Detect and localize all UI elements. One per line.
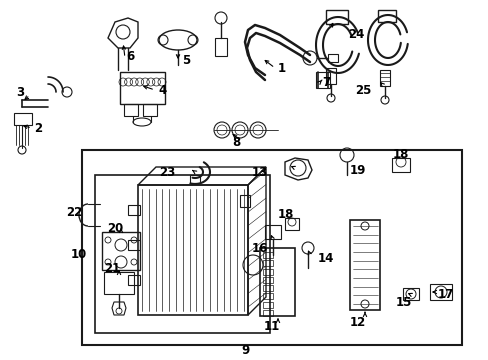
Bar <box>263 260 272 266</box>
Bar <box>315 72 329 88</box>
Text: 15: 15 <box>395 296 411 309</box>
Bar <box>104 272 134 294</box>
Text: 20: 20 <box>107 221 123 234</box>
Text: 18: 18 <box>392 148 408 162</box>
Bar <box>128 205 140 215</box>
Text: 18: 18 <box>277 207 294 220</box>
Text: 17: 17 <box>437 288 453 302</box>
Bar <box>260 248 294 316</box>
Text: 21: 21 <box>103 261 120 274</box>
Bar <box>102 232 140 270</box>
Text: 4: 4 <box>158 84 166 96</box>
Text: 16: 16 <box>251 242 267 255</box>
Bar <box>128 275 140 285</box>
Bar <box>128 240 140 250</box>
Text: 12: 12 <box>349 315 366 328</box>
Bar <box>263 252 272 258</box>
Bar <box>124 104 138 116</box>
Bar <box>349 220 379 310</box>
Text: 8: 8 <box>231 135 240 148</box>
Bar <box>190 175 200 183</box>
Bar <box>95 175 269 333</box>
Bar <box>391 158 409 172</box>
Text: 13: 13 <box>251 166 267 180</box>
Bar <box>325 68 335 84</box>
Bar <box>263 285 272 291</box>
Text: 25: 25 <box>354 84 370 96</box>
Bar <box>325 10 347 24</box>
Text: 19: 19 <box>349 163 366 176</box>
Bar <box>379 70 389 86</box>
Text: 11: 11 <box>264 320 280 333</box>
Text: 23: 23 <box>159 166 175 179</box>
Bar <box>142 104 157 116</box>
Bar <box>377 10 395 22</box>
Bar <box>263 310 272 316</box>
Bar <box>429 284 451 300</box>
Text: 2: 2 <box>34 122 42 135</box>
Bar <box>14 113 32 125</box>
Text: 24: 24 <box>347 28 364 41</box>
Text: 10: 10 <box>71 248 87 261</box>
Bar <box>263 293 272 300</box>
Bar <box>263 302 272 308</box>
Text: 9: 9 <box>241 343 248 356</box>
Text: 6: 6 <box>126 50 134 63</box>
Text: 7: 7 <box>321 76 329 89</box>
Bar <box>263 269 272 275</box>
Text: 22: 22 <box>65 206 82 219</box>
Bar <box>402 288 418 300</box>
Bar <box>82 150 461 345</box>
Bar <box>215 38 226 56</box>
Bar <box>285 218 298 230</box>
Text: 1: 1 <box>278 62 285 75</box>
Text: 5: 5 <box>182 54 190 67</box>
Bar <box>327 54 337 62</box>
Bar <box>240 195 249 207</box>
Bar <box>263 277 272 283</box>
Bar <box>138 185 247 315</box>
Text: 3: 3 <box>16 85 24 99</box>
Bar <box>120 72 164 104</box>
Text: 14: 14 <box>317 252 334 265</box>
Bar <box>264 225 281 239</box>
